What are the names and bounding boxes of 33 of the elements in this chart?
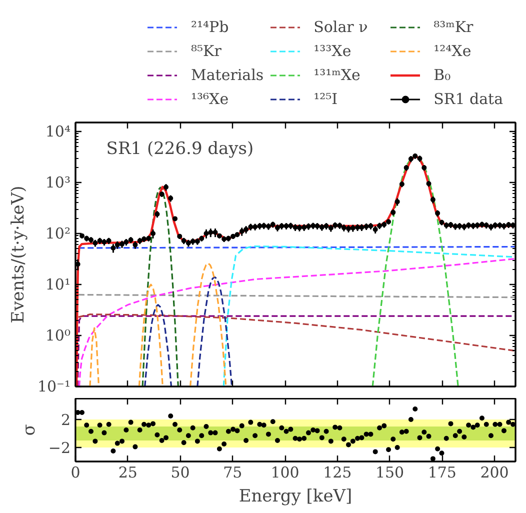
y-tick-label: 10⁻¹	[37, 378, 71, 396]
legend-label: ²¹⁴Pb	[191, 18, 230, 36]
legend-label: B₀	[434, 66, 452, 84]
x-tick-label: 25	[118, 464, 138, 482]
x-tick-label: 150	[375, 464, 404, 482]
x-tick-label: 75	[223, 464, 242, 482]
y-tick-label: −2	[48, 439, 71, 457]
x-tick-label: 100	[270, 464, 300, 482]
legend-label: Materials	[191, 66, 264, 84]
x-tick-label: 175	[428, 464, 456, 482]
y-tick-label: 10³	[45, 173, 71, 192]
y-tick-label: 10⁰	[45, 326, 71, 344]
y-tick-label: 10⁴	[45, 122, 71, 140]
y-tick-label: 10²	[45, 224, 71, 242]
legend-label: ¹³⁶Xe	[191, 90, 230, 108]
x-tick-label: 125	[323, 464, 352, 482]
y-axis-title: Events/(t·y·keV)	[8, 186, 28, 324]
legend-label: Solar ν	[314, 18, 369, 36]
y-axis-title: σ	[19, 424, 40, 436]
y-tick-label: 10¹	[45, 275, 71, 294]
legend-label: ¹²⁴Xe	[434, 42, 472, 60]
annotation: SR1 (226.9 days)	[106, 138, 254, 159]
legend-label: SR1 data	[434, 90, 504, 108]
legend-label: ¹²⁵I	[314, 90, 339, 108]
x-axis-title: Energy [keV]	[238, 486, 352, 506]
legend-label: ¹³³Xe	[314, 42, 352, 60]
legend-label: ¹³¹ᵐXe	[314, 66, 362, 84]
legend-label: ⁸⁵Kr	[191, 42, 222, 60]
legend-label: ⁸³ᵐKr	[434, 18, 474, 36]
x-tick-label: 0	[70, 464, 80, 482]
x-tick-label: 200	[480, 464, 509, 482]
x-tick-label: 50	[170, 464, 190, 482]
y-tick-label: 2	[60, 411, 71, 429]
